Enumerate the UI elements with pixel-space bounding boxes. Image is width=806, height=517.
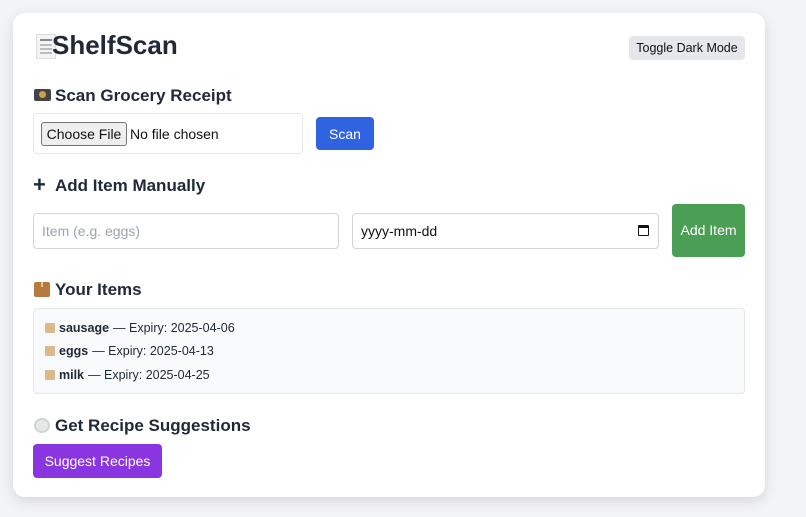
items-list: sausage — Expiry: 2025-04-06 eggs — Expiry… <box>33 308 745 394</box>
items-heading: Your Items <box>55 280 142 299</box>
choose-file-button[interactable]: Choose File <box>41 122 127 146</box>
recipes-heading: Get Recipe Suggestions <box>55 416 251 435</box>
plate-icon <box>34 418 50 433</box>
calendar-icon[interactable] <box>638 225 649 236</box>
add-heading: Add Item Manually <box>55 176 206 195</box>
toggle-dark-mode-button[interactable]: Toggle Dark Mode <box>629 36 745 60</box>
main-card <box>13 13 765 497</box>
item-input[interactable]: Item (e.g. eggs) <box>33 213 339 249</box>
item-icon <box>45 346 55 356</box>
file-input[interactable]: Choose File No file chosen <box>33 113 303 154</box>
list-item: milk — Expiry: 2025-04-25 <box>45 368 210 382</box>
date-input[interactable]: yyyy-mm-dd <box>352 213 659 249</box>
package-icon <box>34 282 50 297</box>
scan-heading: Scan Grocery Receipt <box>55 86 232 105</box>
list-item: sausage — Expiry: 2025-04-06 <box>45 321 235 335</box>
scan-button[interactable]: Scan <box>316 117 374 150</box>
add-item-button[interactable]: Add Item <box>672 204 745 257</box>
item-icon <box>45 323 55 333</box>
item-icon <box>45 370 55 380</box>
date-placeholder: yyyy-mm-dd <box>361 223 438 239</box>
list-item: eggs — Expiry: 2025-04-13 <box>45 344 214 358</box>
plus-icon: + <box>33 172 46 197</box>
item-placeholder: Item (e.g. eggs) <box>42 223 141 239</box>
page-title: ShelfScan <box>52 30 178 60</box>
camera-flash-icon <box>34 89 51 101</box>
file-status: No file chosen <box>130 126 219 142</box>
receipt-icon <box>36 34 56 59</box>
suggest-recipes-button[interactable]: Suggest Recipes <box>33 444 162 478</box>
